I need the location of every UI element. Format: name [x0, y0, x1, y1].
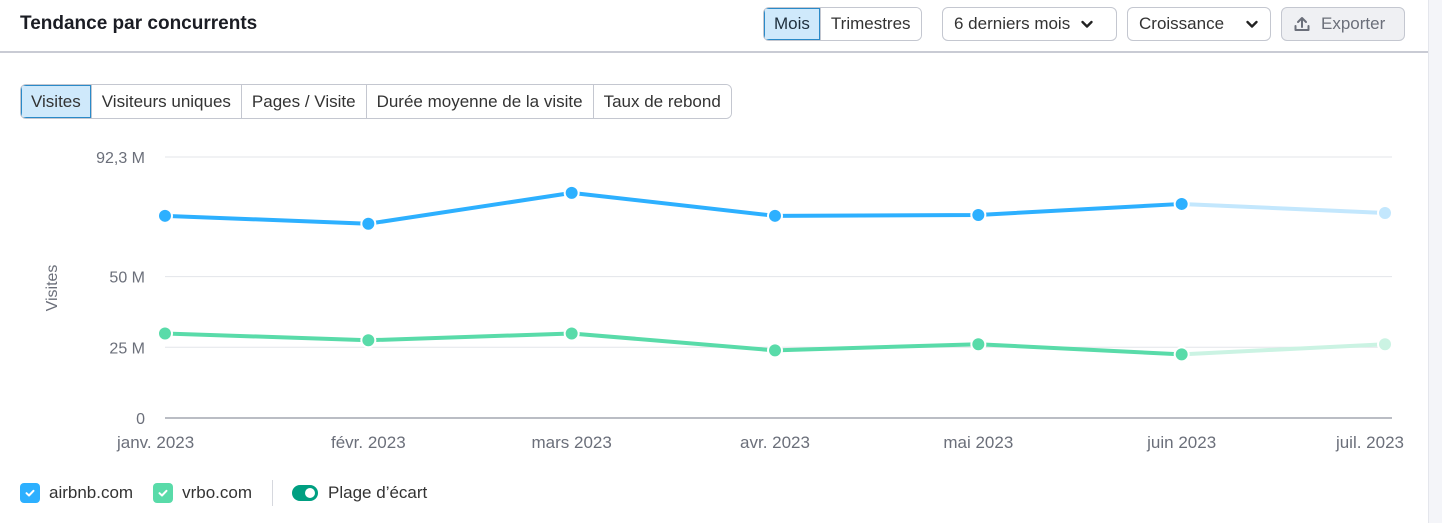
data-point[interactable]: [563, 325, 580, 342]
metric-tabs: Visites Visiteurs uniques Pages / Visite…: [20, 84, 732, 119]
x-tick-label: avr. 2023: [740, 433, 810, 452]
scroll-gutter: [1428, 0, 1442, 523]
vrbo-checkbox[interactable]: [153, 483, 174, 503]
x-axis-ticks: janv. 2023 févr. 2023 mars 2023 avr. 2023 ma…: [116, 433, 1404, 452]
data-point[interactable]: [1377, 204, 1393, 221]
y-tick-label: 92,3 M: [96, 150, 145, 167]
chart-series: [157, 184, 1393, 363]
period-dropdown-label: 6 derniers mois: [954, 14, 1071, 33]
data-point[interactable]: [1173, 195, 1190, 212]
visits-line-chart: 0 25 M 50 M 92,3 M Visites janv. 2023 févr. …: [44, 150, 1404, 452]
data-point[interactable]: [157, 325, 173, 342]
x-tick-label: févr. 2023: [331, 433, 406, 452]
x-tick-label: juil. 2023: [1335, 433, 1404, 452]
y-axis-label: Visites: [44, 265, 61, 312]
upload-icon: [1294, 17, 1310, 31]
series-airbnb-com: [157, 184, 1393, 232]
mode-dropdown-label: Croissance: [1139, 14, 1225, 33]
series-line: [164, 331, 1182, 357]
data-point[interactable]: [563, 184, 580, 201]
data-point[interactable]: [360, 332, 377, 349]
data-point[interactable]: [1377, 336, 1393, 353]
export-label: Exporter: [1321, 14, 1386, 33]
legend-airbnb[interactable]: airbnb.com: [20, 483, 133, 503]
toggle-switch[interactable]: [292, 485, 319, 501]
tab-visits[interactable]: Visites: [21, 85, 91, 118]
data-point[interactable]: [767, 207, 783, 224]
tab-unique-visitors[interactable]: Visiteurs uniques: [90, 85, 241, 118]
check-icon: [158, 489, 168, 497]
check-icon: [25, 489, 35, 497]
card-title: Tendance par concurrents: [20, 13, 258, 34]
data-point[interactable]: [360, 215, 377, 232]
data-point[interactable]: [157, 207, 173, 224]
chart-gridlines: [165, 156, 1392, 419]
mode-dropdown[interactable]: Croissance: [1127, 7, 1271, 41]
legend-airbnb-label: airbnb.com: [49, 483, 134, 502]
data-point[interactable]: [970, 336, 987, 353]
chart-legend: airbnb.com vrbo.com Plage d’écart: [20, 480, 427, 506]
card-header: Tendance par concurrents Mois Trimestres…: [0, 0, 1428, 53]
x-tick-label: juin 2023: [1146, 433, 1216, 452]
x-tick-label: janv. 2023: [116, 433, 194, 452]
chevron-down-icon: [1246, 20, 1258, 28]
series-line: [164, 190, 1182, 226]
data-point[interactable]: [970, 206, 987, 223]
granularity-quarter-button[interactable]: Trimestres: [819, 8, 921, 40]
tab-avg-visit-duration[interactable]: Durée moyenne de la visite: [365, 85, 593, 118]
y-tick-label: 25 M: [109, 340, 145, 357]
export-button[interactable]: Exporter: [1281, 7, 1405, 41]
legend-vrbo[interactable]: vrbo.com: [153, 483, 252, 503]
range-toggle-label: Plage d’écart: [328, 483, 428, 502]
y-tick-label: 0: [136, 411, 145, 428]
y-axis-ticks: 0 25 M 50 M 92,3 M: [96, 150, 145, 428]
granularity-toggle: Mois Trimestres: [763, 7, 922, 41]
series-line-projected: [1181, 201, 1386, 215]
x-tick-label: mai 2023: [943, 433, 1013, 452]
granularity-month-button[interactable]: Mois: [764, 8, 820, 40]
airbnb-checkbox[interactable]: [20, 483, 40, 503]
legend-divider: [272, 480, 274, 506]
x-tick-label: mars 2023: [532, 433, 612, 452]
tab-pages-per-visit[interactable]: Pages / Visite: [240, 85, 366, 118]
data-point[interactable]: [767, 342, 783, 359]
legend-vrbo-label: vrbo.com: [182, 483, 253, 502]
tab-bounce-rate[interactable]: Taux de rebond: [592, 85, 731, 118]
y-tick-label: 50 M: [109, 270, 145, 287]
series-line-projected: [1181, 342, 1386, 357]
data-point[interactable]: [1173, 346, 1190, 363]
range-toggle[interactable]: Plage d’écart: [292, 483, 427, 503]
series-vrbo-com: [157, 325, 1393, 363]
chevron-down-icon: [1081, 20, 1093, 28]
period-dropdown[interactable]: 6 derniers mois: [942, 7, 1117, 41]
